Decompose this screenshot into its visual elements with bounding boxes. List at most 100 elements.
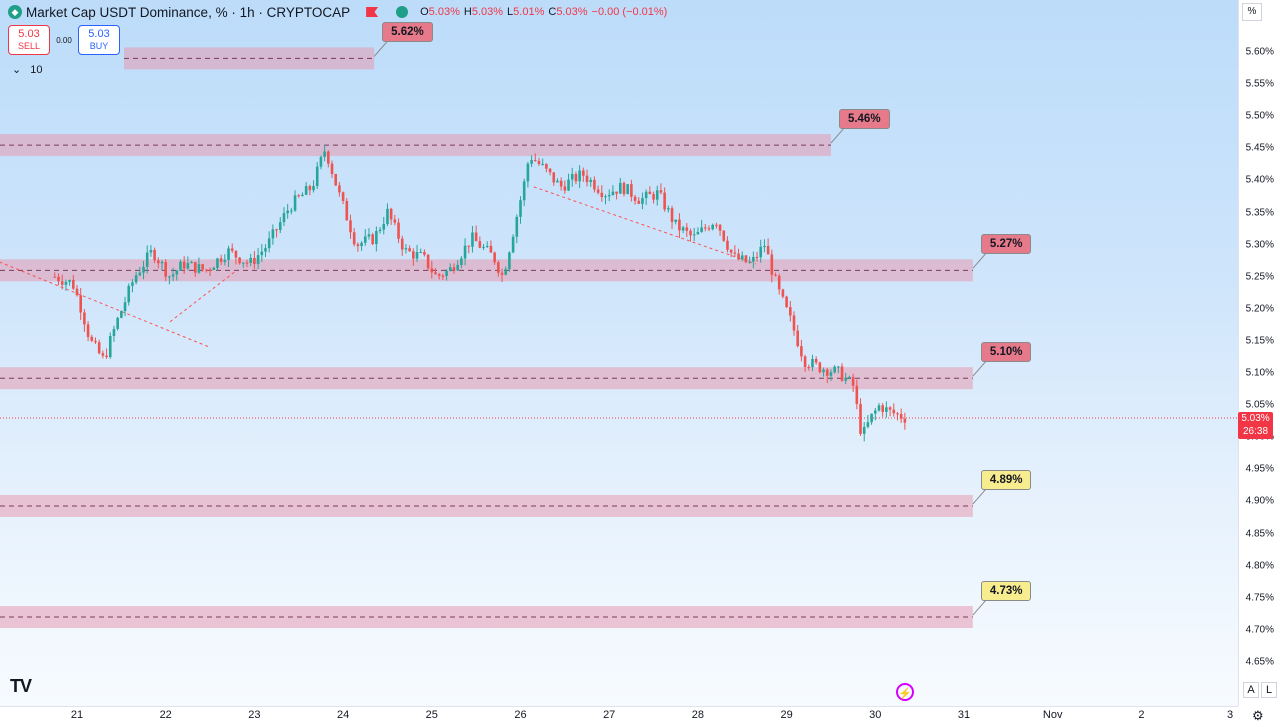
price-tick-label: 4.70%: [1245, 624, 1274, 636]
axis-corner: [1238, 706, 1280, 726]
candle-body: [434, 272, 437, 275]
flag-icon[interactable]: [366, 7, 379, 17]
candle-body: [275, 229, 278, 231]
candle-body: [208, 269, 212, 271]
candle-body: [600, 192, 604, 198]
candle-body: [729, 249, 733, 253]
candle-body: [748, 261, 751, 263]
candle-body: [659, 190, 663, 193]
tradingview-logo-icon[interactable]: TV: [10, 676, 32, 696]
candle-body: [175, 270, 179, 275]
candle-body: [256, 255, 260, 264]
candle-body: [844, 377, 848, 381]
candle-body: [53, 276, 57, 278]
price-tick-label: 5.05%: [1245, 399, 1274, 411]
candle-body: [777, 275, 781, 290]
candle-body: [160, 261, 164, 264]
lightning-icon[interactable]: ⚡: [896, 683, 914, 701]
candle-body: [759, 246, 763, 258]
current-price-tag: 5.03% 26:38: [1238, 412, 1273, 439]
candle-body: [788, 307, 792, 316]
buy-button[interactable]: 5.03 BUY: [78, 25, 120, 55]
candle-body: [582, 170, 585, 176]
candle-body: [356, 244, 360, 247]
candle-body: [190, 262, 193, 264]
candle-body: [489, 245, 493, 253]
candle-body: [68, 280, 71, 282]
candle-body: [101, 353, 105, 356]
candle-body: [892, 409, 896, 414]
candle-body: [474, 232, 478, 242]
candle-body: [493, 252, 496, 263]
candle-body: [829, 372, 833, 376]
symbol-title[interactable]: Market Cap USDT Dominance, % · 1h · CRYP…: [26, 4, 351, 20]
indicator-toggle[interactable]: ⌄ 10: [12, 64, 43, 76]
candle-body: [471, 232, 474, 247]
price-axis[interactable]: [1238, 0, 1280, 706]
price-tick-label: 4.80%: [1245, 560, 1274, 572]
candle-body: [293, 195, 297, 211]
candle-body: [607, 194, 611, 197]
candle-body: [903, 418, 907, 423]
candle-body: [733, 252, 737, 254]
price-level-callout[interactable]: 5.10%: [980, 342, 1032, 363]
candle-body: [822, 369, 825, 373]
candle-body: [201, 264, 204, 270]
candle-body: [75, 288, 79, 296]
candle-body: [696, 231, 700, 235]
candle-body: [559, 180, 563, 187]
chevron-down-icon: ⌄: [12, 64, 22, 76]
callout-connector: [972, 598, 988, 616]
chart-canvas[interactable]: [0, 0, 1238, 706]
candle-body: [718, 224, 722, 231]
price-level-callout[interactable]: 5.46%: [838, 109, 890, 130]
price-tick-label: 5.10%: [1245, 367, 1274, 379]
candle-body: [567, 179, 570, 191]
candle-body: [297, 195, 301, 197]
candle-body: [593, 179, 596, 190]
callout-connector: [972, 487, 988, 505]
candle-body: [123, 302, 127, 312]
price-tick-label: 5.45%: [1245, 142, 1274, 154]
gear-icon[interactable]: ⚙: [1252, 708, 1264, 723]
candle-body: [367, 234, 371, 237]
candle-body: [304, 186, 308, 195]
price-level-callout[interactable]: 4.89%: [980, 469, 1032, 490]
candle-body: [197, 264, 201, 273]
candle-body: [770, 254, 774, 275]
candle-body: [478, 241, 482, 248]
auto-scale-button[interactable]: A: [1243, 682, 1259, 698]
time-tick-label: 24: [336, 709, 350, 721]
price-level-callout[interactable]: 5.62%: [382, 22, 433, 43]
sell-button[interactable]: 5.03 SELL: [8, 25, 50, 55]
candle-body: [818, 362, 822, 373]
candle-body: [497, 262, 500, 273]
candle-body: [896, 413, 899, 415]
candle-body: [807, 366, 811, 368]
candle-body: [290, 210, 293, 212]
candle-body: [707, 228, 711, 230]
candle-body: [500, 272, 504, 275]
time-tick-label: 22: [159, 709, 172, 721]
candle-body: [404, 248, 408, 250]
price-tick-label: 4.75%: [1245, 592, 1274, 604]
log-scale-button[interactable]: L: [1261, 682, 1277, 698]
candle-body: [766, 245, 770, 255]
candle-body: [378, 229, 382, 232]
price-unit-button[interactable]: %: [1242, 3, 1262, 21]
trend-line: [0, 261, 211, 348]
candle-body: [615, 191, 618, 194]
price-level-callout[interactable]: 4.73%: [980, 581, 1032, 602]
candle-body: [737, 253, 740, 260]
candle-body: [888, 407, 892, 410]
time-axis[interactable]: [0, 706, 1238, 727]
time-tick-label: 30: [869, 709, 882, 721]
candle-body: [541, 163, 544, 165]
candle-body: [641, 198, 644, 204]
price-level-callout[interactable]: 5.27%: [980, 234, 1032, 255]
candle-body: [131, 282, 134, 286]
candle-body: [127, 285, 131, 303]
candle-body: [219, 258, 223, 262]
candle-body: [341, 192, 345, 201]
price-tick-label: 4.85%: [1245, 528, 1274, 540]
